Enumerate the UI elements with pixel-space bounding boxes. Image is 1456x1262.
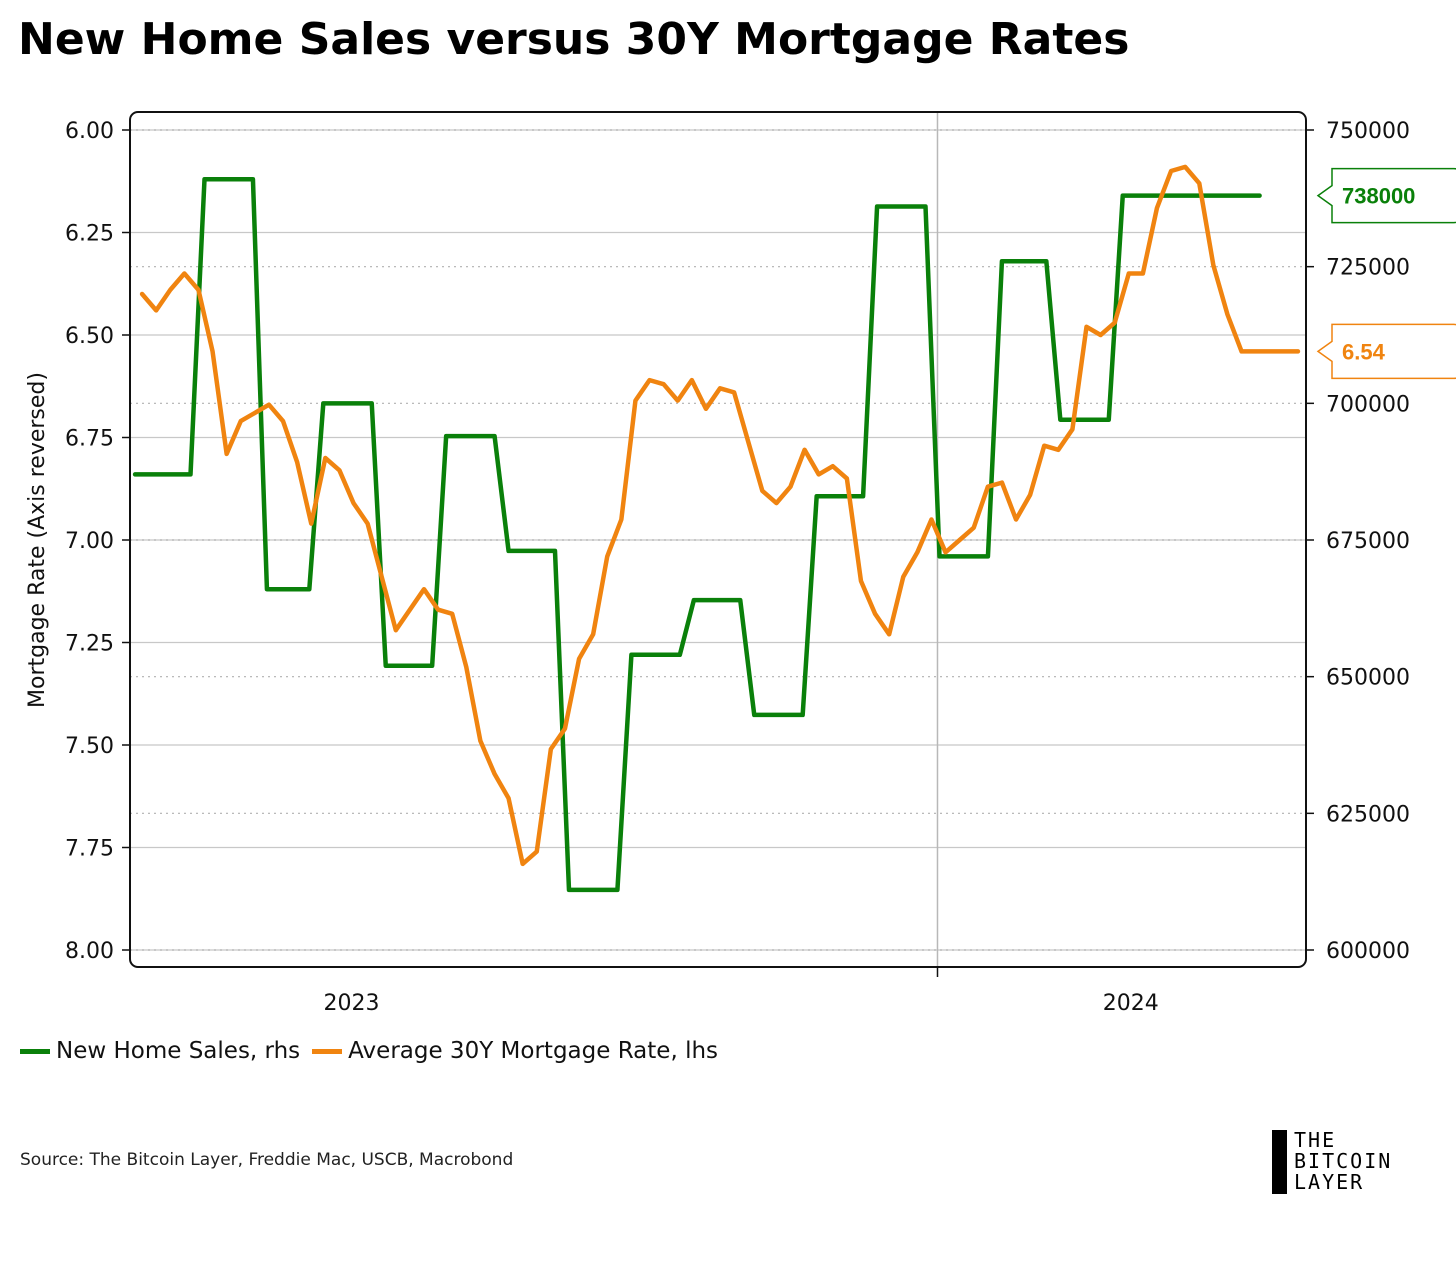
left-tick-label: 6.75 xyxy=(65,427,114,452)
source-note: Source: The Bitcoin Layer, Freddie Mac, … xyxy=(20,1150,514,1170)
right-tick-label: 750000 xyxy=(1326,119,1410,144)
axis-layer: 6.00 6.25 6.50 6.75 7.00 7.25 7.50 7.75 8.00 7500… xyxy=(65,111,1410,1016)
chart-title: New Home Sales versus 30Y Mortgage Rates xyxy=(18,14,1130,65)
right-tick-label: 725000 xyxy=(1326,256,1410,281)
left-tick-label: 6.00 xyxy=(65,119,114,144)
left-axis-label: Mortgage Rate (Axis reversed) xyxy=(25,372,50,708)
callout-layer: 738000 6.54 xyxy=(1316,167,1456,380)
right-tick-label: 700000 xyxy=(1326,392,1410,417)
mortgage-rate-value-callout-box xyxy=(1316,323,1456,380)
logo-line-3: LAYER xyxy=(1294,1170,1365,1194)
left-tick-label: 8.00 xyxy=(65,939,114,964)
logo-text: THE BITCOIN LAYER xyxy=(1294,1130,1392,1194)
logo-line-1: THE xyxy=(1294,1128,1337,1152)
right-tick-label: 600000 xyxy=(1326,939,1410,964)
new-home-sales-line xyxy=(132,176,1262,893)
legend-label: Average 30Y Mortgage Rate, lhs xyxy=(348,1038,719,1064)
left-tick-label: 7.50 xyxy=(65,734,114,759)
right-tick-label: 650000 xyxy=(1326,666,1410,691)
x-tick-label: 2024 xyxy=(1103,991,1159,1016)
legend-swatch xyxy=(312,1048,343,1054)
left-tick-label: 7.75 xyxy=(65,837,114,862)
logo-line-2: BITCOIN xyxy=(1294,1149,1393,1173)
grid-layer xyxy=(130,112,1306,967)
home-sales-value-callout: 738000 xyxy=(1342,184,1415,209)
the-bitcoin-layer-logo: THE BITCOIN LAYER xyxy=(1272,1130,1392,1194)
legend-swatch xyxy=(20,1048,50,1054)
legend-item: New Home Sales, rhs xyxy=(20,1038,300,1064)
home-sales-value-callout-box xyxy=(1316,167,1456,224)
x-tick-label: 2023 xyxy=(324,991,380,1016)
logo-bar xyxy=(1272,1130,1287,1194)
plot-frame xyxy=(129,111,1307,968)
legend: New Home Sales, rhs Average 30Y Mortgage … xyxy=(20,1038,730,1064)
mortgage-rate-value-callout: 6.54 xyxy=(1342,339,1386,364)
left-tick-label: 7.00 xyxy=(65,529,114,554)
right-tick-label: 675000 xyxy=(1326,529,1410,554)
series-layer xyxy=(132,164,1301,893)
mortgage-rate-line xyxy=(139,164,1301,867)
left-tick-label: 7.25 xyxy=(65,632,114,657)
legend-item: Average 30Y Mortgage Rate, lhs xyxy=(312,1038,718,1064)
legend-label: New Home Sales, rhs xyxy=(56,1038,301,1064)
left-tick-label: 6.25 xyxy=(65,222,114,247)
right-tick-label: 625000 xyxy=(1326,802,1410,827)
left-tick-label: 6.50 xyxy=(65,324,114,349)
